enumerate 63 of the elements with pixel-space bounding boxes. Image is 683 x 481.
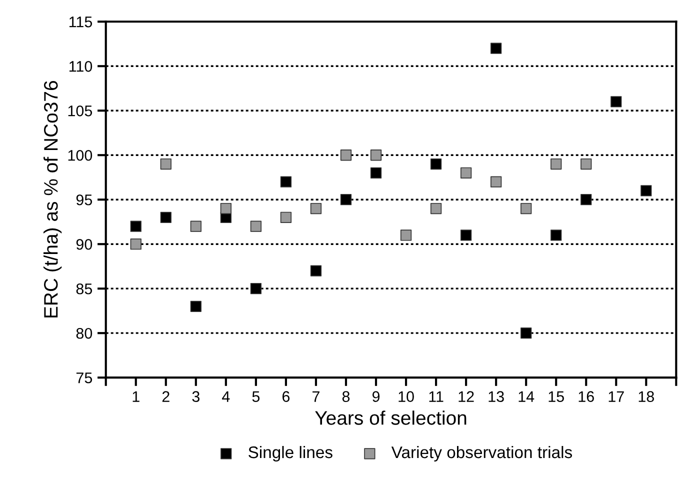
- y-axis-title: ERC (t/ha) as % of NCo376: [44, 81, 62, 318]
- point: [400, 230, 412, 241]
- point: [250, 283, 262, 294]
- point: [490, 42, 502, 54]
- point: [160, 158, 172, 170]
- point: [250, 220, 262, 232]
- point: [190, 300, 202, 312]
- point: [190, 220, 202, 232]
- point: [520, 328, 532, 339]
- x-tick-label: 18: [638, 391, 654, 402]
- x-tick-label: 14: [518, 391, 534, 402]
- point: [160, 212, 172, 223]
- point: [130, 220, 142, 232]
- point: [430, 158, 442, 170]
- point: [220, 202, 232, 214]
- x-tick-label: 3: [192, 391, 200, 402]
- point: [340, 150, 352, 161]
- x-tick-label: 13: [488, 391, 504, 402]
- point: [460, 167, 472, 178]
- x-tick-label: 4: [222, 391, 230, 402]
- y-tick-label: 100: [68, 150, 92, 161]
- point: [550, 158, 562, 170]
- x-tick-label: 11: [429, 391, 444, 402]
- x-tick-label: 15: [548, 391, 564, 402]
- x-tick-label: 12: [458, 391, 474, 402]
- y-tick-label: 105: [68, 106, 92, 116]
- x-axis-title: Years of selection: [315, 410, 466, 425]
- point: [580, 194, 592, 206]
- point: [370, 150, 382, 161]
- legend-label: Single lines: [248, 446, 332, 462]
- x-tick-label: 2: [162, 391, 170, 402]
- point: [640, 185, 652, 196]
- point: [490, 176, 502, 188]
- x-tick-label: 9: [372, 391, 380, 402]
- x-tick-label: 8: [342, 391, 350, 402]
- x-tick-label: 5: [252, 391, 260, 402]
- y-tick-label: 80: [76, 328, 92, 339]
- point: [340, 194, 352, 206]
- point: [430, 202, 442, 214]
- point: [280, 212, 292, 223]
- y-tick-label: 85: [76, 283, 92, 294]
- y-tick-label: 90: [76, 238, 92, 250]
- legend-label: Variety observation trials: [391, 446, 572, 462]
- point: [310, 265, 322, 276]
- x-tick-label: 6: [282, 391, 290, 402]
- y-tick-label: 115: [69, 16, 92, 28]
- point: [580, 158, 592, 170]
- point: [310, 202, 322, 214]
- x-tick-label: 16: [578, 391, 594, 402]
- y-tick-label: 95: [76, 194, 92, 206]
- x-tick-label: 1: [132, 391, 140, 402]
- point: [460, 230, 472, 241]
- y-tick-label: 75: [76, 372, 92, 384]
- point: [370, 167, 382, 178]
- point: [610, 96, 622, 108]
- point: [520, 202, 532, 214]
- x-tick-label: 10: [398, 391, 414, 402]
- x-tick-label: 7: [312, 391, 320, 402]
- x-tick-label: 17: [608, 391, 624, 402]
- y-tick-label: 110: [69, 61, 92, 72]
- point: [550, 230, 562, 241]
- point: [280, 176, 292, 188]
- point: [130, 238, 142, 250]
